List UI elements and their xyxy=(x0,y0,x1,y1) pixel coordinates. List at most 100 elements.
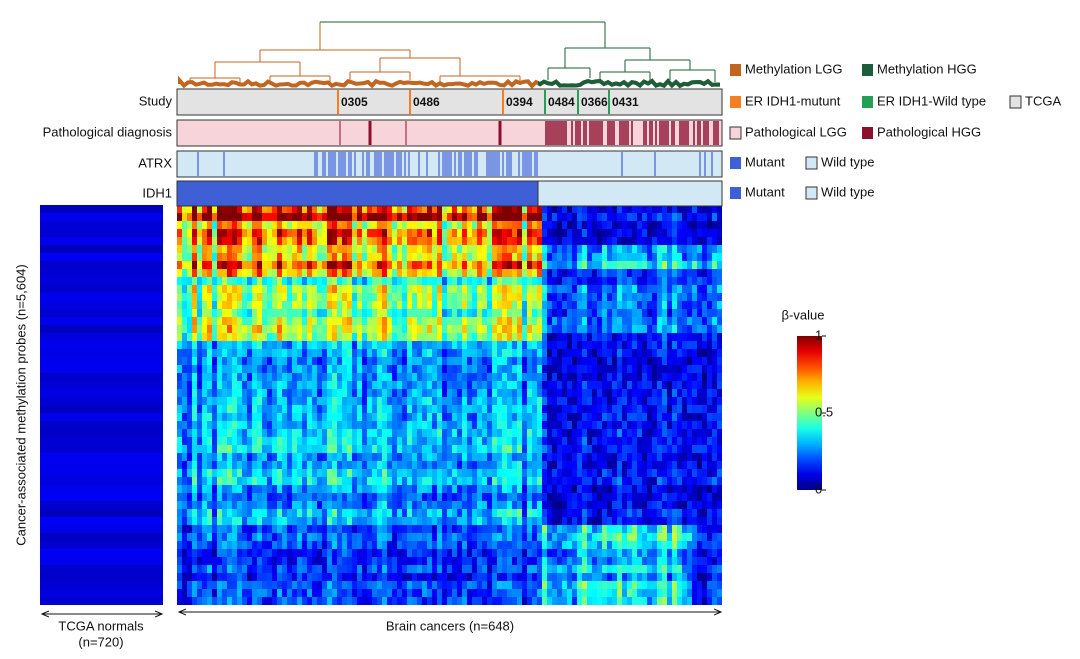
heat-cell xyxy=(547,541,552,549)
heat-cell xyxy=(662,269,667,277)
heat-cell xyxy=(177,229,182,237)
heat-cell xyxy=(447,533,452,541)
heat-cell xyxy=(322,261,327,269)
heat-cell xyxy=(237,509,242,517)
heat-cell xyxy=(657,549,662,557)
heat-cell xyxy=(322,549,327,557)
heat-cell xyxy=(642,597,647,605)
heat-cell xyxy=(207,501,212,509)
heat-cell xyxy=(287,437,292,445)
heat-cell xyxy=(267,269,272,277)
heat-cell xyxy=(587,237,592,245)
heat-cell xyxy=(617,261,622,269)
heat-cell xyxy=(447,301,452,309)
heat-cell xyxy=(617,533,622,541)
heat-cell xyxy=(207,213,212,221)
heat-cell xyxy=(497,213,502,221)
heat-cell xyxy=(652,373,657,381)
heat-cell xyxy=(592,325,597,333)
heat-cell xyxy=(177,525,182,533)
heat-cell xyxy=(532,501,537,509)
heat-cell xyxy=(537,309,542,317)
heat-cell xyxy=(652,221,657,229)
heat-cell xyxy=(487,373,492,381)
heat-cell xyxy=(662,573,667,581)
heat-cell xyxy=(667,477,672,485)
heat-cell xyxy=(507,277,512,285)
heat-cell xyxy=(287,533,292,541)
heat-cell xyxy=(277,333,282,341)
heat-cell xyxy=(187,525,192,533)
heat-cell xyxy=(667,341,672,349)
heat-cell xyxy=(397,485,402,493)
heat-cell xyxy=(517,237,522,245)
heat-cell xyxy=(212,285,217,293)
heat-cell xyxy=(572,277,577,285)
heat-cell xyxy=(252,517,257,525)
heat-cell xyxy=(527,237,532,245)
heat-cell xyxy=(257,565,262,573)
heat-cell xyxy=(652,341,657,349)
heat-cell xyxy=(547,397,552,405)
heat-cell xyxy=(227,325,232,333)
heat-cell xyxy=(412,405,417,413)
heat-cell xyxy=(392,205,397,213)
heat-cell xyxy=(517,429,522,437)
heat-cell xyxy=(392,309,397,317)
heat-cell xyxy=(352,485,357,493)
heat-cell xyxy=(267,469,272,477)
heat-cell xyxy=(352,573,357,581)
heat-cell xyxy=(512,293,517,301)
heat-cell xyxy=(652,453,657,461)
heat-cell xyxy=(312,365,317,373)
heat-cell xyxy=(312,477,317,485)
heat-cell xyxy=(372,229,377,237)
heat-cell xyxy=(597,461,602,469)
heat-cell xyxy=(352,213,357,221)
heat-cell xyxy=(542,325,547,333)
heat-cell xyxy=(652,205,657,213)
heat-cell xyxy=(332,509,337,517)
heat-cell xyxy=(417,453,422,461)
heat-cell xyxy=(197,477,202,485)
heat-cell xyxy=(292,517,297,525)
heat-cell xyxy=(537,341,542,349)
heat-cell xyxy=(417,309,422,317)
heat-cell xyxy=(517,485,522,493)
heat-cell xyxy=(242,325,247,333)
heat-cell xyxy=(627,277,632,285)
heat-cell xyxy=(252,301,257,309)
heat-cell xyxy=(177,381,182,389)
heat-cell xyxy=(332,461,337,469)
heat-cell xyxy=(637,429,642,437)
heat-cell xyxy=(552,341,557,349)
heat-cell xyxy=(292,413,297,421)
heat-cell xyxy=(342,253,347,261)
heat-cell xyxy=(257,597,262,605)
heat-cell xyxy=(412,437,417,445)
heat-cell xyxy=(337,373,342,381)
heat-cell xyxy=(187,301,192,309)
heat-cell xyxy=(507,461,512,469)
heat-cell xyxy=(577,429,582,437)
heat-cell xyxy=(257,549,262,557)
heat-cell xyxy=(477,365,482,373)
heat-cell xyxy=(657,461,662,469)
heat-cell xyxy=(357,277,362,285)
heat-cell xyxy=(437,525,442,533)
heat-cell xyxy=(417,597,422,605)
heat-cell xyxy=(507,325,512,333)
heat-cell xyxy=(637,581,642,589)
heat-cell xyxy=(232,269,237,277)
heat-cell xyxy=(307,589,312,597)
heat-cell xyxy=(372,501,377,509)
heat-cell xyxy=(332,221,337,229)
heat-cell xyxy=(487,325,492,333)
heat-cell xyxy=(642,509,647,517)
heat-cell xyxy=(267,501,272,509)
heat-cell xyxy=(207,573,212,581)
heat-cell xyxy=(432,253,437,261)
heat-cell xyxy=(617,357,622,365)
heat-cell xyxy=(337,549,342,557)
heat-cell xyxy=(547,309,552,317)
